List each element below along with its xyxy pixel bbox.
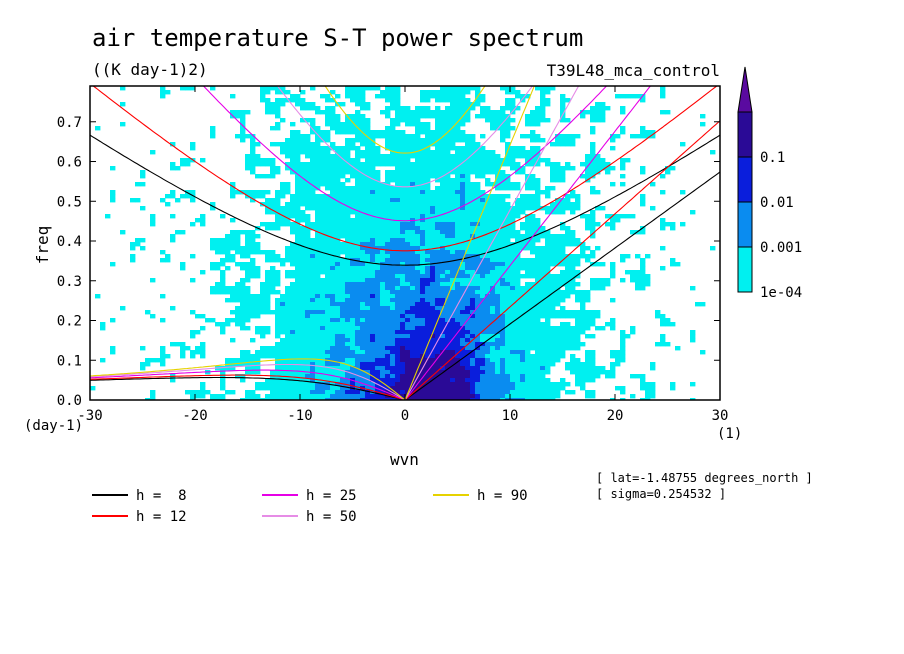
x-tick-label: -30 [77,408,102,424]
x-tick-label: 30 [712,408,729,424]
legend-entry: h = 12 [136,509,187,525]
legend-entry: h = 90 [477,488,528,504]
legend-entry: h = 50 [306,509,357,525]
y-tick-label: 0.5 [57,194,82,210]
y-tick-label: 0.4 [57,234,82,250]
colorbar-extend-arrow [737,66,753,113]
x-tick-label: 10 [502,408,519,424]
x-tick-label: -10 [287,408,312,424]
y-axis-label: freq [33,226,52,265]
contour-fill [90,86,716,400]
y-tick-label: 0.2 [57,314,82,330]
x-tick-label: -20 [182,408,207,424]
colorbar: 1e-04 0.001 0.01 0.1 [737,66,802,301]
sigma-info: [ sigma=0.254532 ] [596,487,726,501]
y-tick-label: 0.6 [57,155,82,171]
experiment-label: T39L48_mca_control [547,61,720,80]
chart-title: air temperature S-T power spectrum [92,24,583,52]
y-tick-label: 0.1 [57,353,82,369]
y-unit-label: (day-1) [24,418,83,434]
colorbar-label: 0.001 [760,240,802,256]
curve-legend: h = 8 h = 12 h = 25 h = 50 h = 90 [92,488,528,525]
lat-info: [ lat=-1.48755 degrees_north ] [596,471,813,485]
y-axis-ticks: 0.0 0.1 0.2 0.3 0.4 0.5 0.6 0.7 [57,115,720,409]
x-axis-ticks: -30 -20 -10 0 10 20 30 [77,86,728,424]
y-tick-label: 0.3 [57,274,82,290]
colorbar-segment [737,156,753,203]
colorbar-label: 1e-04 [760,285,802,301]
legend-entry: h = 25 [306,488,357,504]
colorbar-label: 0.01 [760,195,794,211]
legend-entry: h = 8 [136,488,187,504]
x-tick-label: 0 [401,408,409,424]
y-tick-label: 0.0 [57,393,82,409]
colorbar-label: 0.1 [760,150,785,166]
colorbar-segment [737,246,753,293]
x-tick-label: 20 [607,408,624,424]
y-tick-label: 0.7 [57,115,82,131]
x-axis-label: wvn [390,450,419,469]
x-unit-label: (1) [717,426,742,442]
chart-units: ((K day-1)2) [92,60,208,79]
colorbar-segment [737,111,753,158]
colorbar-segment [737,201,753,248]
dispersion-curves [90,86,720,400]
